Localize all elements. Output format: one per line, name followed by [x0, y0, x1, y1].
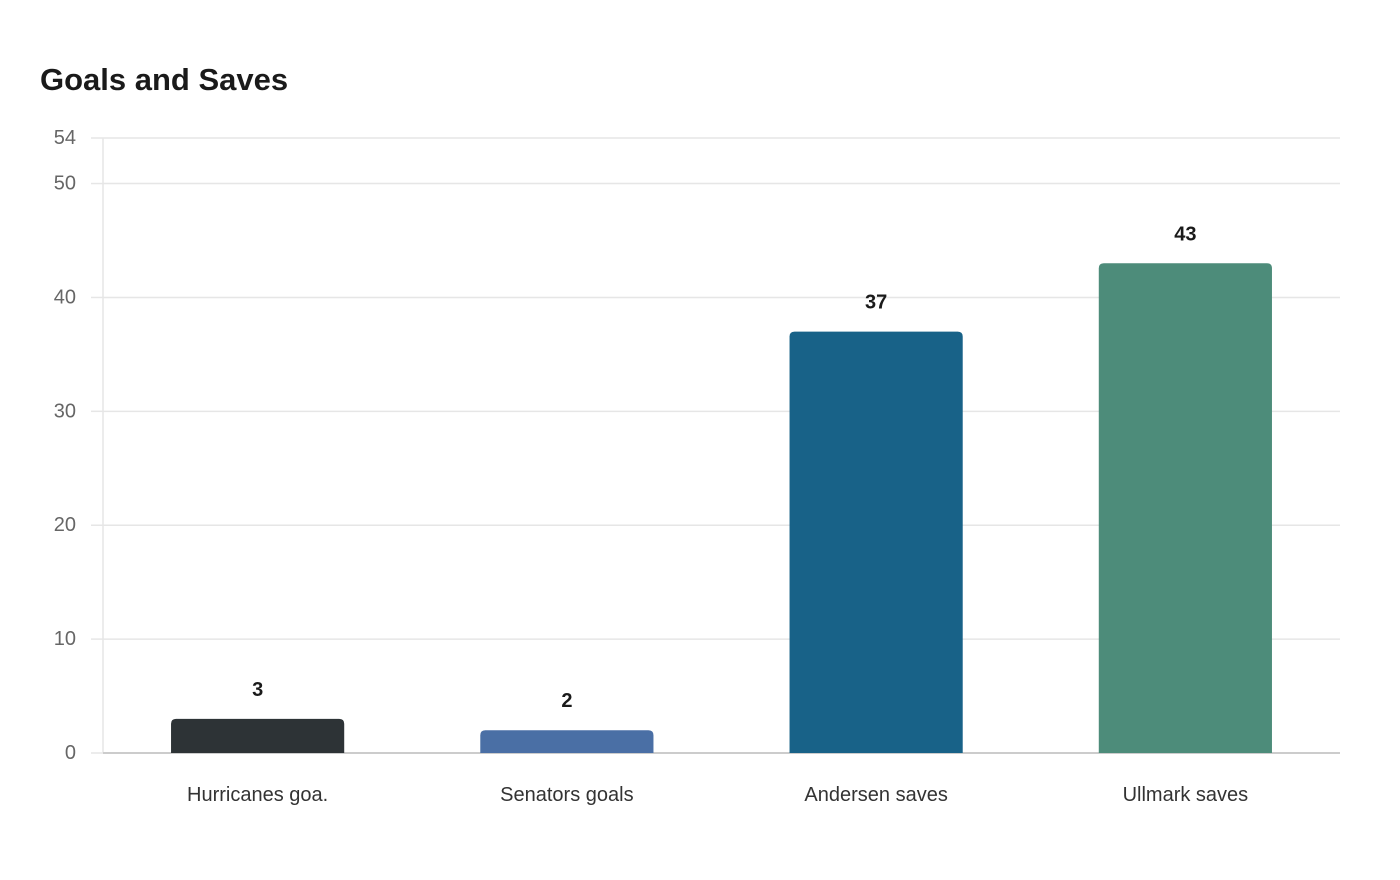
y-tick-label: 30 [54, 400, 76, 422]
bars [171, 263, 1272, 753]
chart-title: Goals and Saves [40, 62, 289, 97]
y-tick-label: 40 [54, 286, 76, 308]
bar [789, 331, 963, 753]
value-labels: 3 2 37 43 [252, 223, 1196, 712]
y-tick-label: 54 [54, 127, 76, 149]
x-category-label: Hurricanes goa. [187, 784, 328, 806]
y-tick-label: 10 [54, 628, 76, 650]
bar-value-label: 2 [561, 690, 572, 712]
x-category-label: Senators goals [500, 784, 633, 806]
gridlines [103, 137, 1340, 640]
x-category-label: Ullmark saves [1123, 784, 1249, 806]
y-tick-label: 50 [54, 173, 76, 195]
y-axis-tick-labels: 0 10 20 30 40 50 54 [54, 127, 76, 764]
bar [1098, 263, 1272, 753]
bar [480, 730, 654, 753]
y-tick-label: 20 [54, 514, 76, 536]
bar-value-label: 37 [865, 292, 887, 314]
bar-value-label: 3 [252, 679, 263, 701]
bar [171, 718, 345, 753]
y-tick-label: 0 [65, 742, 76, 764]
x-category-label: Andersen saves [804, 784, 947, 806]
x-axis-category-labels: Hurricanes goa. Senators goals Andersen sa… [187, 784, 1248, 806]
bar-value-label: 43 [1174, 223, 1196, 245]
